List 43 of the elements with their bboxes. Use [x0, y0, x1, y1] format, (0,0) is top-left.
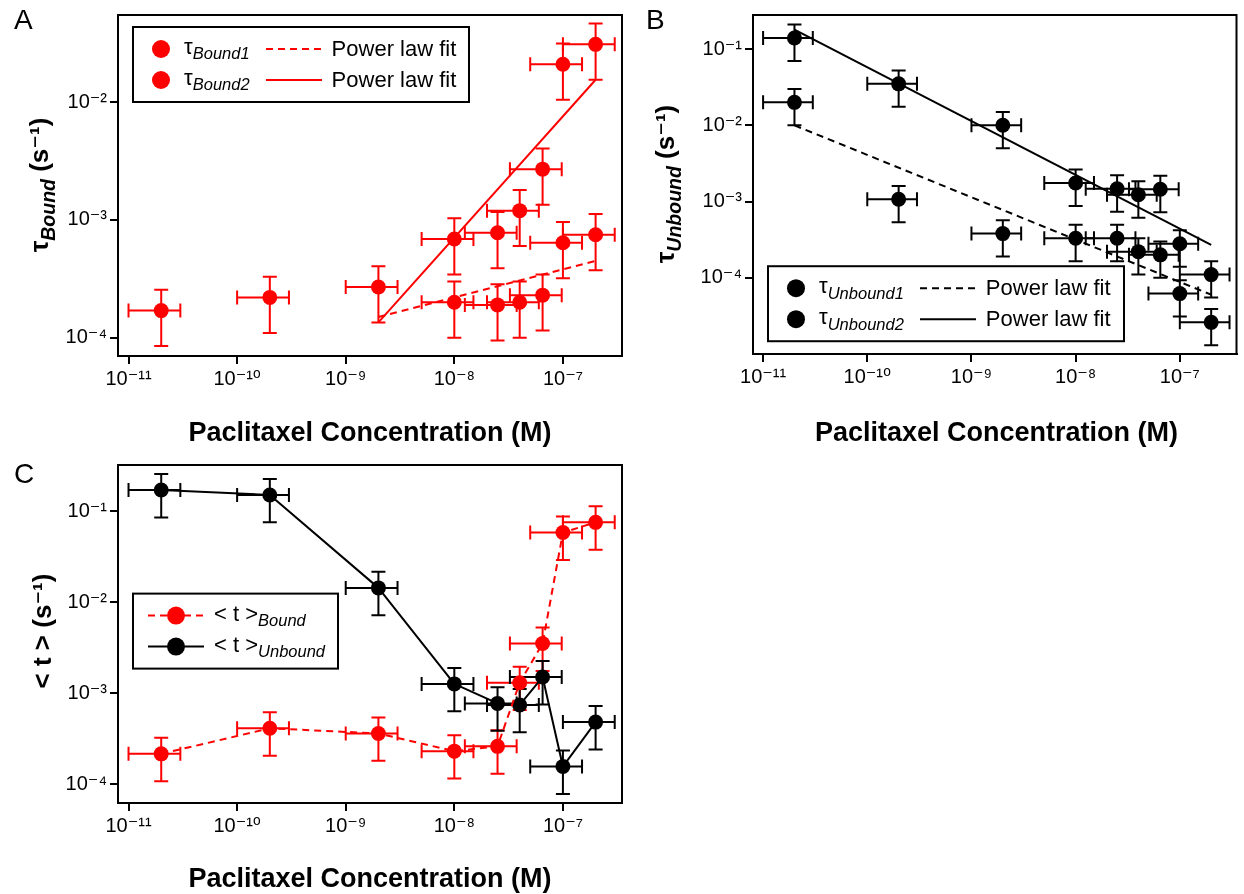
x-axis-title: Paclitaxel Concentration (M)	[188, 862, 552, 894]
y-tick-label: 10⁻²	[67, 589, 108, 612]
legend-label: Power law fit	[331, 35, 457, 62]
text: C	[14, 458, 35, 490]
text: B	[646, 4, 665, 36]
legend-label: < t >$_{Unbound}$	[214, 632, 326, 662]
x-tick-label: 10⁻¹¹	[105, 366, 152, 389]
x-tick-label: 10⁻¹⁰	[213, 366, 261, 389]
text: A	[14, 4, 33, 36]
legend-label: τ$_{Bound2}$	[184, 65, 250, 95]
x-tick-label: 10⁻⁸	[1055, 364, 1097, 387]
y-tick-label: 10⁻³	[67, 207, 108, 230]
y-tick-label: 10⁻²	[702, 112, 743, 135]
y-tick-label: 10⁻³	[67, 680, 108, 703]
legend-label: < t >$_{Bound}$	[214, 600, 306, 630]
legend-label: Power law fit	[985, 306, 1111, 333]
legend-label: τ$_{Unbound1}$	[819, 273, 904, 303]
x-tick-label: 10⁻⁷	[1159, 364, 1200, 387]
y-tick-label: 10⁻⁴	[700, 265, 742, 288]
x-tick-label: 10⁻¹⁰	[213, 813, 261, 836]
x-tick-label: 10⁻⁹	[325, 366, 367, 389]
y-tick-label: 10⁻⁴	[65, 771, 107, 794]
x-tick-label: 10⁻⁸	[433, 813, 475, 836]
x-tick-label: 10⁻¹¹	[740, 364, 787, 387]
y-tick-label: 10⁻¹	[702, 36, 743, 59]
x-tick-label: 10⁻⁹	[325, 813, 367, 836]
y-tick-label: 10⁻³	[702, 189, 743, 212]
x-tick-label: 10⁻⁹	[950, 364, 993, 387]
x-tick-label: 10⁻¹¹	[105, 813, 152, 836]
x-tick-label: 10⁻⁷	[542, 813, 583, 836]
y-tick-label: 10⁻²	[67, 89, 108, 112]
x-axis-title: Paclitaxel Concentration (M)	[188, 416, 552, 448]
y-tick-label: 10⁻¹	[67, 498, 108, 521]
x-tick-label: 10⁻⁸	[433, 366, 475, 389]
x-axis-title: Paclitaxel Concentration (M)	[814, 416, 1179, 448]
legend-label: τ$_{Bound1}$	[184, 34, 250, 64]
legend-label: Power law fit	[331, 67, 457, 94]
x-tick-label: 10⁻¹⁰	[843, 364, 892, 387]
y-tick-label: 10⁻⁴	[65, 325, 107, 348]
legend-label: τ$_{Unbound2}$	[819, 304, 904, 334]
y-axis-title: < t > (s⁻¹)	[26, 573, 58, 689]
legend-label: Power law fit	[985, 274, 1111, 301]
x-tick-label: 10⁻⁷	[542, 366, 583, 389]
